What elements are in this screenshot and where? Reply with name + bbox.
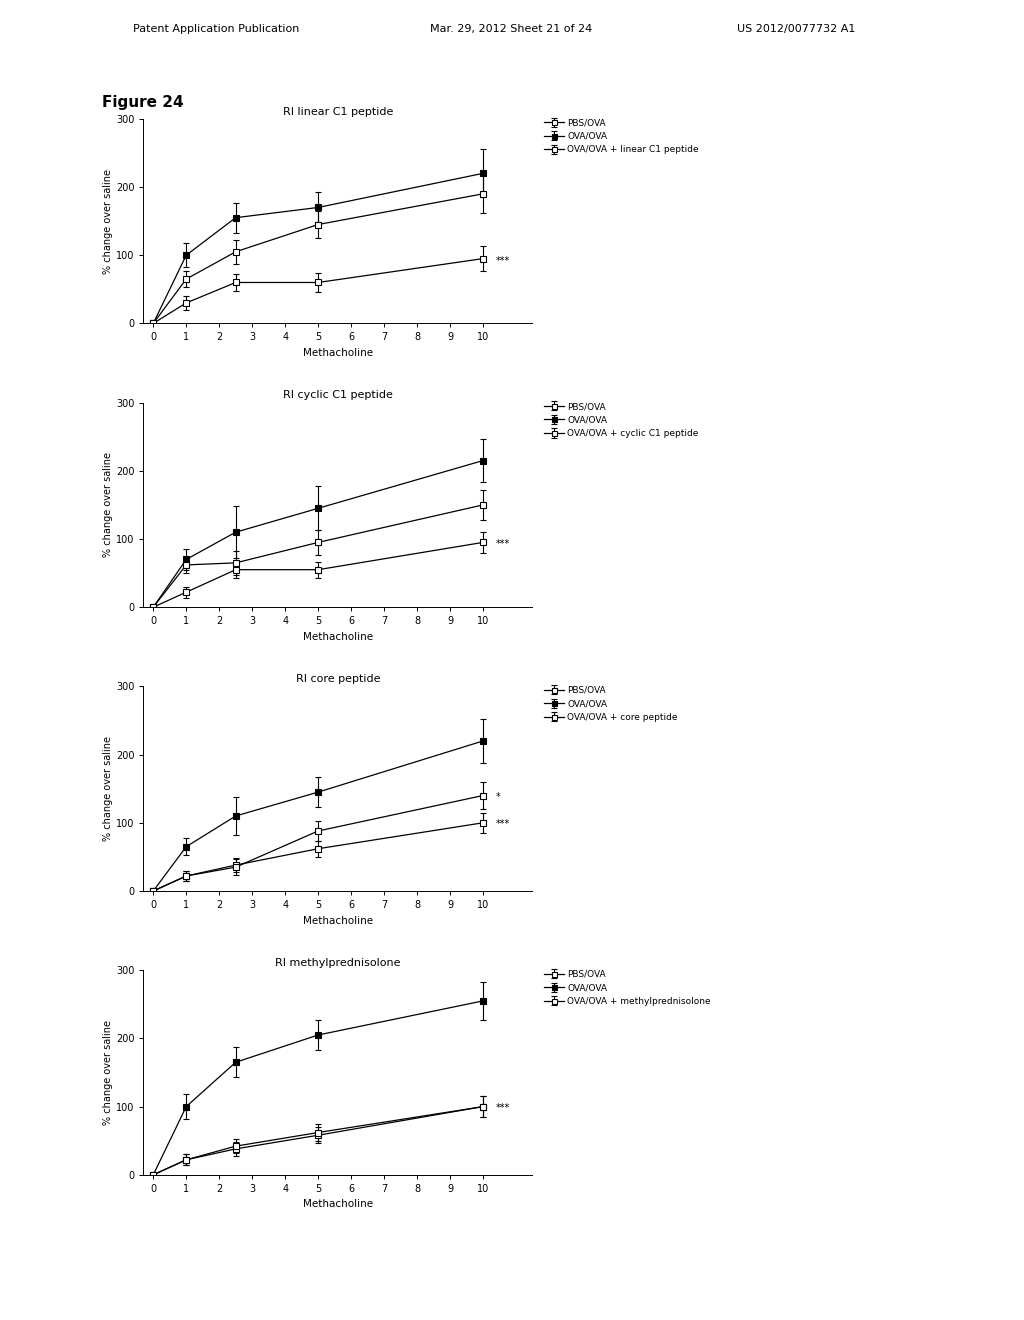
Y-axis label: % change over saline: % change over saline [103, 169, 113, 273]
X-axis label: Methacholine: Methacholine [303, 1200, 373, 1209]
Legend: PBS/OVA, OVA/OVA, OVA/OVA + linear C1 peptide: PBS/OVA, OVA/OVA, OVA/OVA + linear C1 pe… [541, 115, 702, 158]
Title: RI linear C1 peptide: RI linear C1 peptide [283, 107, 393, 116]
Text: ***: *** [497, 256, 510, 265]
Y-axis label: % change over saline: % change over saline [103, 453, 113, 557]
Legend: PBS/OVA, OVA/OVA, OVA/OVA + cyclic C1 peptide: PBS/OVA, OVA/OVA, OVA/OVA + cyclic C1 pe… [541, 399, 702, 442]
Text: ***: *** [497, 1104, 510, 1113]
Text: ***: *** [497, 540, 510, 549]
X-axis label: Methacholine: Methacholine [303, 348, 373, 358]
Legend: PBS/OVA, OVA/OVA, OVA/OVA + core peptide: PBS/OVA, OVA/OVA, OVA/OVA + core peptide [541, 682, 681, 726]
Text: Patent Application Publication: Patent Application Publication [133, 24, 299, 34]
Title: RI cyclic C1 peptide: RI cyclic C1 peptide [283, 391, 393, 400]
Y-axis label: % change over saline: % change over saline [103, 1020, 113, 1125]
Text: Figure 24: Figure 24 [102, 95, 184, 110]
Text: Mar. 29, 2012 Sheet 21 of 24: Mar. 29, 2012 Sheet 21 of 24 [430, 24, 592, 34]
Text: *: * [497, 792, 501, 801]
X-axis label: Methacholine: Methacholine [303, 916, 373, 925]
Y-axis label: % change over saline: % change over saline [103, 737, 113, 841]
Title: RI methylprednisolone: RI methylprednisolone [275, 958, 400, 968]
Text: ***: *** [497, 820, 510, 829]
Title: RI core peptide: RI core peptide [296, 675, 380, 684]
Text: US 2012/0077732 A1: US 2012/0077732 A1 [737, 24, 856, 34]
Legend: PBS/OVA, OVA/OVA, OVA/OVA + methylprednisolone: PBS/OVA, OVA/OVA, OVA/OVA + methylpredni… [541, 966, 715, 1010]
X-axis label: Methacholine: Methacholine [303, 632, 373, 642]
